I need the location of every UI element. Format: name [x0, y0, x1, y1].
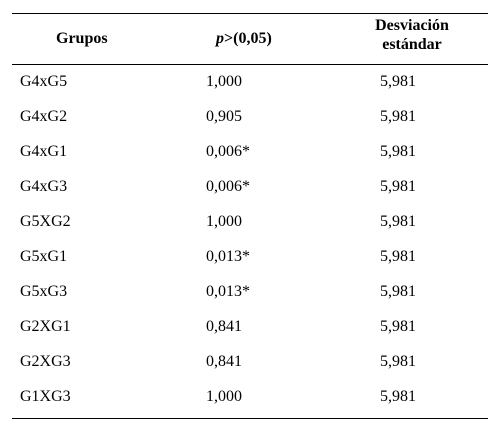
cell-desviacion: 5,981: [380, 283, 416, 300]
cell-p-value: 1,000: [206, 213, 242, 230]
cell-p-value: 0,841: [206, 318, 242, 335]
table-row: G5xG1 0,013* 5,981: [12, 241, 488, 276]
cell-grupo: G2XG3: [20, 353, 71, 370]
table-row: G4xG2 0,905 5,981: [12, 101, 488, 136]
cell-desviacion: 5,981: [380, 143, 416, 160]
table-row: G2XG1 0,841 5,981: [12, 311, 488, 346]
cell-desviacion: 5,981: [380, 318, 416, 335]
table-header-row: Grupos p>(0,05) Desviación estándar: [12, 14, 488, 64]
cell-desviacion: 5,981: [380, 248, 416, 265]
cell-p-value: 1,000: [206, 73, 242, 90]
cell-p-value: 1,000: [206, 388, 242, 405]
header-desviacion-line2: estándar: [382, 36, 442, 53]
cell-p-value: 0,841: [206, 353, 242, 370]
cell-p-value: 0,905: [206, 108, 242, 125]
cell-grupo: G1XG3: [20, 388, 71, 405]
header-rule: [12, 64, 488, 65]
cell-p-value: 0,006*: [206, 143, 250, 160]
table-row: G4xG5 1,000 5,981: [12, 66, 488, 101]
table-body: G4xG5 1,000 5,981 G4xG2 0,905 5,981 G4xG…: [12, 65, 488, 416]
table-row: G4xG3 0,006* 5,981: [12, 171, 488, 206]
cell-grupo: G4xG2: [20, 108, 68, 125]
cell-desviacion: 5,981: [380, 73, 416, 90]
cell-grupo: G2XG1: [20, 318, 71, 335]
header-p-symbol: p: [216, 30, 224, 47]
header-desviacion: Desviación estándar: [342, 16, 482, 54]
header-grupos: Grupos: [56, 30, 108, 47]
cell-grupo: G5xG1: [20, 248, 68, 265]
bottom-rule: [12, 418, 488, 419]
cell-p-value: 0,006*: [206, 178, 250, 195]
header-p-value: p>(0,05): [216, 29, 272, 48]
header-desviacion-line1: Desviación: [375, 17, 449, 34]
cell-desviacion: 5,981: [380, 388, 416, 405]
header-p-threshold: >(0,05): [224, 30, 272, 47]
cell-grupo: G5xG3: [20, 283, 68, 300]
table-row: G2XG3 0,841 5,981: [12, 346, 488, 381]
statistics-table: Grupos p>(0,05) Desviación estándar G4xG…: [12, 13, 488, 419]
cell-grupo: G4xG3: [20, 178, 68, 195]
cell-desviacion: 5,981: [380, 178, 416, 195]
table-row: G4xG1 0,006* 5,981: [12, 136, 488, 171]
cell-p-value: 0,013*: [206, 283, 250, 300]
cell-desviacion: 5,981: [380, 213, 416, 230]
table-row: G5xG3 0,013* 5,981: [12, 276, 488, 311]
table-row: G5XG2 1,000 5,981: [12, 206, 488, 241]
cell-desviacion: 5,981: [380, 353, 416, 370]
cell-grupo: G4xG1: [20, 143, 68, 160]
cell-desviacion: 5,981: [380, 108, 416, 125]
top-rule: [12, 13, 488, 14]
cell-grupo: G4xG5: [20, 73, 68, 90]
cell-grupo: G5XG2: [20, 213, 71, 230]
cell-p-value: 0,013*: [206, 248, 250, 265]
table-row: G1XG3 1,000 5,981: [12, 381, 488, 416]
